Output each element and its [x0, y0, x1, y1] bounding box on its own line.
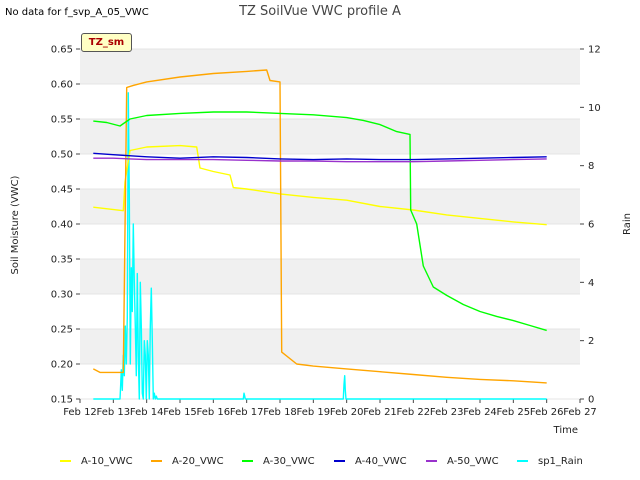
x-tick-label: Feb 18 — [263, 407, 297, 418]
y-tick-label: 0.65 — [51, 45, 73, 56]
y-axis-title: Soil Moisture (VWC) — [10, 175, 21, 274]
y2-tick-label: 2 — [588, 336, 594, 347]
y-tick-label: 0.20 — [51, 360, 73, 371]
x-tick-label: Feb 14 — [130, 407, 164, 418]
legend-swatch — [151, 460, 162, 462]
legend-swatch — [426, 460, 437, 462]
no-data-note: No data for f_svp_A_05_VWC — [5, 7, 149, 18]
legend-item: A-20_VWC — [151, 453, 224, 469]
y2-tick-label: 4 — [588, 278, 594, 289]
y-tick-label: 0.15 — [51, 395, 73, 406]
y2-tick-label: 8 — [588, 161, 594, 172]
x-tick-label: Feb 16 — [197, 407, 231, 418]
x-tick-label: Feb 23 — [430, 407, 464, 418]
grid-band — [80, 119, 580, 154]
x-tick-label: Feb 21 — [363, 407, 397, 418]
y2-tick-label: 0 — [588, 395, 594, 406]
x-tick-label: Feb 20 — [330, 407, 364, 418]
x-tick-label: Feb 22 — [397, 407, 431, 418]
x-axis: Feb 12 Feb 13 Feb 14 Feb 15 Feb 16 Feb 17 Feb … — [63, 399, 597, 418]
legend-item: A-10_VWC — [60, 453, 133, 469]
y2-tick-label: 12 — [588, 45, 601, 56]
x-axis-title: Time — [553, 425, 578, 436]
y-axis-left: 0.15 0.20 0.25 0.30 0.35 0.40 0.45 0.50 0.55 0.60… — [51, 45, 80, 406]
x-tick-label: Feb 25 — [497, 407, 531, 418]
y2-tick-label: 6 — [588, 220, 594, 231]
x-tick-label: Feb 13 — [97, 407, 131, 418]
y2-tick-label: 10 — [588, 103, 601, 114]
y-tick-label: 0.60 — [51, 80, 73, 91]
legend-swatch — [242, 460, 253, 462]
chart-title: TZ SoilVue VWC profile A — [239, 4, 401, 19]
legend-label: A-40_VWC — [355, 455, 407, 467]
y-tick-label: 0.30 — [51, 290, 73, 301]
x-tick-label: Feb 27 — [563, 407, 597, 418]
series-layer — [92, 69, 547, 400]
grid-band — [80, 329, 580, 364]
legend-label: A-20_VWC — [172, 455, 224, 467]
series-line-sp1-rain — [93, 92, 547, 400]
y-tick-label: 0.40 — [51, 220, 73, 231]
legend-swatch — [517, 460, 528, 462]
grid-band — [80, 49, 580, 84]
y-tick-label: 0.35 — [51, 255, 73, 266]
legend-item: A-30_VWC — [242, 453, 315, 469]
legend-item: A-50_VWC — [426, 453, 499, 469]
y-axis-right: 0 2 4 6 8 10 12 — [580, 45, 601, 406]
y-tick-label: 0.50 — [51, 150, 73, 161]
series-line-a-40-vwc — [93, 152, 547, 161]
x-tick-label: Feb 24 — [463, 407, 497, 418]
y-tick-label: 0.55 — [51, 115, 73, 126]
series-line-a-30-vwc — [93, 111, 547, 332]
legend-label: A-10_VWC — [81, 455, 133, 467]
legend: A-10_VWC A-20_VWC A-30_VWC A-40_VWC A-50_VWC… — [0, 453, 640, 471]
x-tick-label: Feb 15 — [163, 407, 197, 418]
x-tick-label: Feb 26 — [530, 407, 564, 418]
plot-background — [80, 48, 580, 400]
y-tick-label: 0.25 — [51, 325, 73, 336]
x-tick-label: Feb 12 — [63, 407, 97, 418]
legend-item: A-40_VWC — [334, 453, 407, 469]
legend-label: A-30_VWC — [263, 455, 315, 467]
legend-item: sp1_Rain — [517, 453, 583, 469]
grid-band — [80, 259, 580, 294]
x-tick-label: Feb 17 — [230, 407, 264, 418]
series-line-a-50-vwc — [93, 157, 547, 163]
series-line-a-10-vwc — [93, 144, 547, 226]
series-line-a-20-vwc — [92, 69, 547, 384]
y2-axis-title: Rain — [622, 213, 633, 235]
legend-label: A-50_VWC — [447, 455, 499, 467]
y-tick-label: 0.45 — [51, 185, 73, 196]
legend-swatch — [60, 460, 71, 462]
legend-label: sp1_Rain — [538, 455, 583, 467]
grid-band — [80, 189, 580, 224]
legend-swatch — [334, 460, 345, 462]
x-tick-label: Feb 19 — [297, 407, 331, 418]
site-badge: TZ_sm — [81, 33, 132, 52]
